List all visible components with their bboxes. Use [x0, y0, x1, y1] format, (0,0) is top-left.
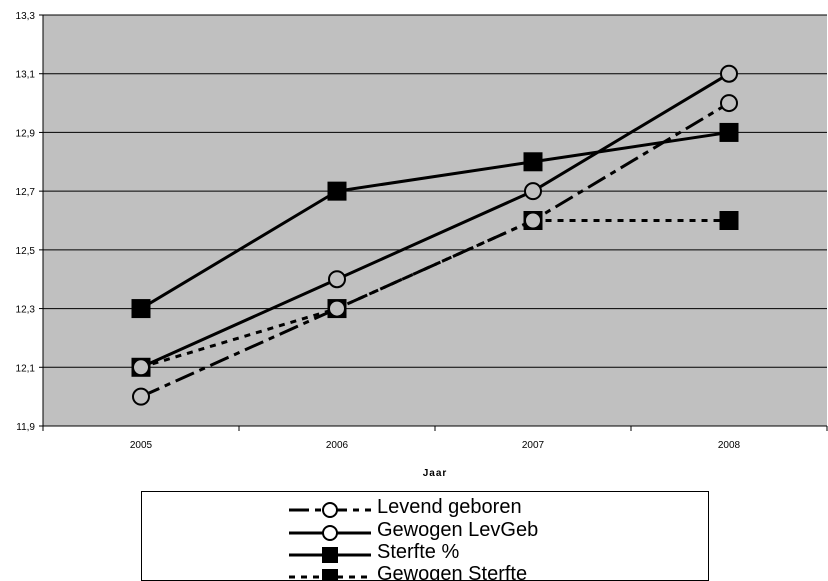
levend-geboren-point: [720, 94, 738, 113]
x-tick-label: 2007: [522, 440, 545, 451]
levend-geboren-point: [524, 211, 542, 230]
legend-item-sterfte: Sterfte %: [287, 541, 627, 565]
series-line-levend-geboren: [140, 101, 730, 399]
legend-swatch-levend-geboren: [289, 502, 371, 518]
y-tick-label: 12,3: [16, 305, 36, 316]
gewogen-levgeb-point: [328, 270, 346, 289]
legend-label-levend-geboren: Levend geboren: [377, 496, 522, 518]
legend: Levend geboren Gewogen LevGeb Sterfte % …: [141, 491, 709, 581]
legend-marker: [322, 502, 338, 518]
y-tick-label: 12,5: [16, 246, 36, 257]
x-tick-label: 2005: [130, 440, 153, 451]
plot-area: [43, 15, 827, 426]
y-tick-label: 13,1: [16, 70, 36, 81]
legend-marker: [322, 525, 338, 541]
gridlines: [43, 14, 827, 427]
y-tick-label: 12,1: [16, 363, 36, 374]
series-line-gewogen-levgeb: [140, 72, 730, 369]
x-tick-label: 2008: [718, 440, 741, 451]
legend-label-sterfte: Sterfte %: [377, 541, 460, 563]
gewogen-levgeb-point: [524, 182, 542, 201]
y-tick-label: 12,7: [16, 187, 36, 198]
levend-geboren-point: [132, 387, 150, 406]
legend-item-gewogen-sterfte: Gewogen Sterfte: [287, 563, 627, 580]
sterfte-point: [131, 299, 151, 319]
gewogen-sterfte-point: [719, 211, 739, 230]
x-axis-label: Jaar: [423, 468, 448, 479]
sterfte-point: [327, 181, 347, 201]
gewogen-levgeb-point: [720, 64, 738, 83]
sterfte-point: [523, 152, 543, 172]
legend-item-gewogen-levgeb: Gewogen LevGeb: [287, 519, 627, 543]
levend-geboren-point: [328, 299, 346, 318]
series-lines: [140, 72, 730, 399]
y-tick-label: 12,9: [16, 128, 36, 139]
legend-item-levend-geboren: Levend geboren: [287, 496, 627, 520]
y-tick-label: 13,3: [16, 11, 36, 22]
legend-swatch-gewogen-sterfte: [289, 569, 371, 580]
series-markers: [131, 64, 739, 406]
legend-swatch-gewogen-levgeb: [289, 525, 371, 541]
series-line-sterfte: [140, 130, 730, 310]
gewogen-levgeb-point: [132, 358, 150, 377]
legend-label-gewogen-levgeb: Gewogen LevGeb: [377, 519, 539, 541]
y-tick-label: 11,9: [16, 422, 35, 433]
legend-swatch-sterfte: [289, 547, 371, 563]
legend-label-gewogen-sterfte: Gewogen Sterfte: [377, 563, 528, 581]
sterfte-point: [719, 122, 739, 142]
axes: 11,9 12,1 12,3 12,5 12,7 12,9 13,1 13,3 2005 2006…: [16, 11, 828, 451]
x-tick-label: 2006: [326, 440, 349, 451]
legend-marker: [322, 547, 338, 563]
